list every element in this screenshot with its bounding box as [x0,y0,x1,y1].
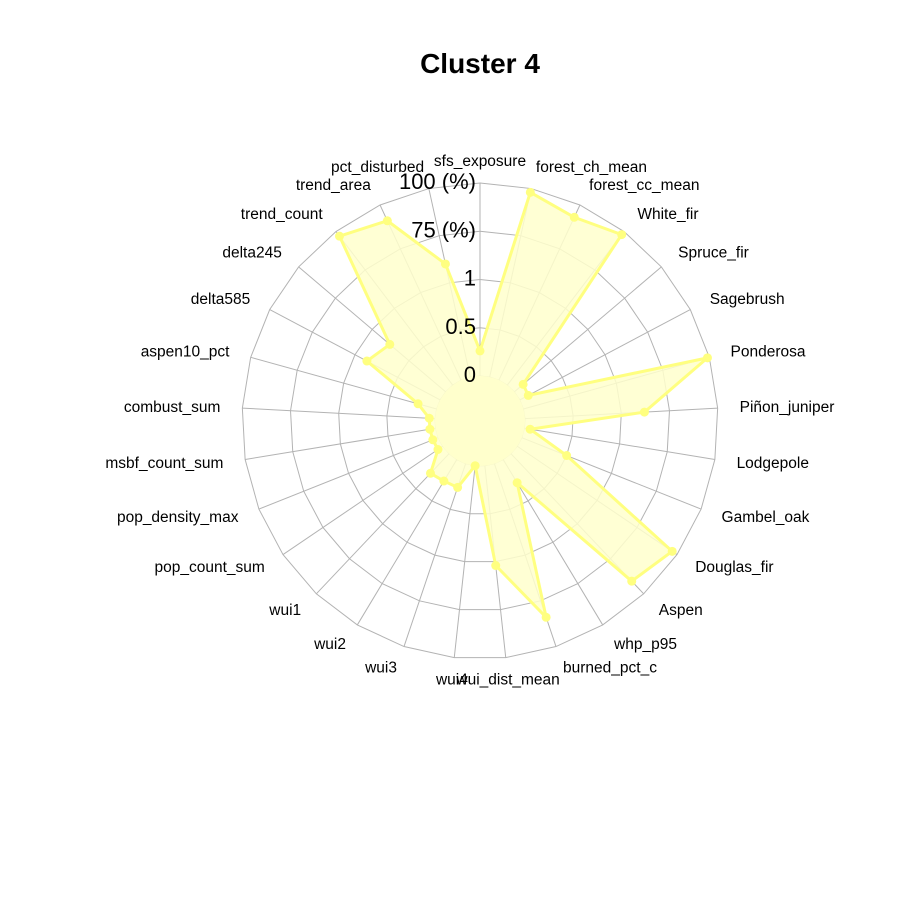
data-point-14 [491,561,501,571]
data-point-7 [639,407,649,417]
axis-label-13: burned_pct_c [563,659,657,676]
data-point-17 [439,476,449,486]
chart-title: Cluster 4 [420,48,540,79]
axis-label-14: wui_dist_mean [455,671,559,688]
data-point-28 [440,259,450,269]
data-point-11 [627,576,637,586]
axis-label-1: forest_ch_mean [536,159,647,176]
series-area [337,190,709,619]
ring-label-4: 100 (%) [399,169,476,194]
axis-label-10: Douglas_fir [695,559,773,576]
data-point-23 [413,399,423,409]
ring-label-2: 1 [464,266,476,291]
data-point-10 [667,546,677,556]
ring-label-1: 0.5 [445,314,476,339]
data-point-1 [525,187,535,197]
data-point-9 [562,451,572,461]
axis-label-23: aspen10_pct [141,343,230,360]
axis-label-6: Ponderosa [731,343,806,360]
data-point-22 [424,413,434,423]
axis-label-26: trend_count [241,206,324,223]
data-point-21 [425,424,435,434]
data-point-24 [362,356,372,366]
data-point-18 [425,468,435,478]
data-point-25 [385,339,395,349]
grid-ring-2 [338,278,622,563]
axis-label-4: Spruce_fir [678,245,749,262]
axis-label-28: pct_disturbed [331,159,424,176]
data-point-27 [382,216,392,226]
spoke-8 [524,427,715,460]
data-point-15 [470,461,480,471]
axis-label-27: trend_area [296,177,371,194]
ring-label-0: 0 [464,362,476,387]
axis-label-0: sfs_exposure [434,153,526,170]
radar-series [334,187,712,622]
spoke-12 [502,459,604,626]
spoke-23 [250,356,437,410]
data-point-26 [334,231,344,241]
axis-label-20: pop_density_max [117,509,239,526]
axis-label-12: whp_p95 [613,636,677,653]
axis-label-16: wui3 [364,659,397,676]
axis-label-18: wui1 [268,602,301,619]
axis-label-24: delta585 [191,291,250,308]
spoke-21 [245,427,436,460]
axis-label-21: msbf_count_sum [105,455,223,472]
axis-label-17: wui2 [313,636,346,653]
ring-labels: 0 0.5 1 75 (%) 100 (%) [399,169,476,387]
data-point-20 [428,435,438,445]
data-point-5 [523,390,533,400]
center-hole [435,376,525,466]
data-point-4 [518,379,528,389]
data-point-19 [433,445,443,455]
data-point-2 [569,212,579,222]
spoke-22 [242,407,436,420]
spoke-17 [356,459,458,626]
spoke-18 [315,453,450,595]
data-point-0 [475,346,485,356]
spoke-20 [258,437,439,510]
data-point-16 [453,482,463,492]
data-point-12 [512,478,522,488]
spoke-15 [453,465,476,658]
spoke-16 [403,463,467,647]
axis-label-25: delta245 [222,245,281,262]
axis-label-3: White_fir [637,206,698,223]
axis-label-9: Gambel_oak [722,509,810,526]
axis-label-8: Lodgepole [737,455,809,472]
axis-label-5: Sagebrush [710,291,785,308]
data-point-8 [525,424,535,434]
axis-label-15: wui4 [435,671,468,688]
axis-label-22: combust_sum [124,399,220,416]
data-point-6 [702,353,712,363]
ring-label-3: 75 (%) [411,217,476,242]
spoke-5 [519,309,691,401]
grid-ring-3 [290,230,670,611]
data-point-13 [541,612,551,622]
spoke-4 [513,266,662,393]
axis-label-11: Aspen [659,602,703,619]
axis-label-2: forest_cc_mean [589,177,699,194]
grid-ring-4 [241,182,719,659]
axis-label-19: pop_count_sum [154,559,264,576]
axis-label-7: Piñon_juniper [740,399,835,416]
axis-labels: sfs_exposure forest_ch_meanforest_cc_mean… [105,153,834,688]
data-point-3 [617,230,627,240]
spoke-19 [282,445,444,555]
